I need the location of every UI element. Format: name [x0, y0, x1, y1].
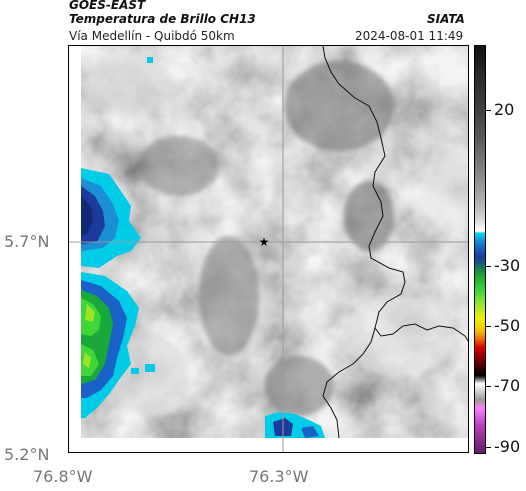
datetime-label: 2024-08-01 11:49: [355, 29, 464, 43]
cold-cloud-cell-south: [81, 272, 155, 418]
y-tick-5-7: 5.7°N: [4, 232, 50, 251]
colorbar-label-minus90: -90: [494, 437, 521, 456]
map-panel: ★: [68, 45, 469, 453]
y-tick-5-2: 5.2°N: [4, 445, 50, 464]
border-line: [322, 46, 468, 342]
star-icon: ★: [259, 235, 270, 249]
river-line: [322, 327, 376, 439]
x-tick-76-8: 76.8°W: [33, 467, 93, 486]
organization-label: SIATA: [427, 12, 465, 26]
dark-patches: [139, 61, 394, 416]
x-tick-76-3: 76.3°W: [249, 467, 309, 486]
blank-bottom-strip: [69, 438, 468, 452]
colorbar-tick-minus70: [486, 386, 491, 387]
satellite-title: GOES-EAST: [69, 0, 146, 12]
colorbar-label-20: 20: [494, 100, 515, 119]
region-label: Vía Medellín - Quibdó 50km: [69, 29, 235, 43]
colorbar-tick-20: [486, 110, 491, 111]
product-title: Temperatura de Brillo CH13: [69, 12, 256, 26]
colorbar-tick-minus30: [486, 266, 491, 267]
colorbar-label-minus50: -50: [494, 316, 521, 335]
cold-speck: [147, 57, 153, 63]
brightness-temperature-map: ★: [69, 46, 468, 452]
blank-left-strip: [69, 46, 81, 452]
cold-cloud-cell-north: [81, 168, 141, 268]
colorbar-label-minus30: -30: [494, 256, 521, 275]
colorbar-tick-minus50: [486, 326, 491, 327]
temperature-colorbar: [474, 45, 486, 454]
colorbar-label-minus70: -70: [494, 376, 521, 395]
colorbar-tick-minus90: [486, 447, 491, 448]
